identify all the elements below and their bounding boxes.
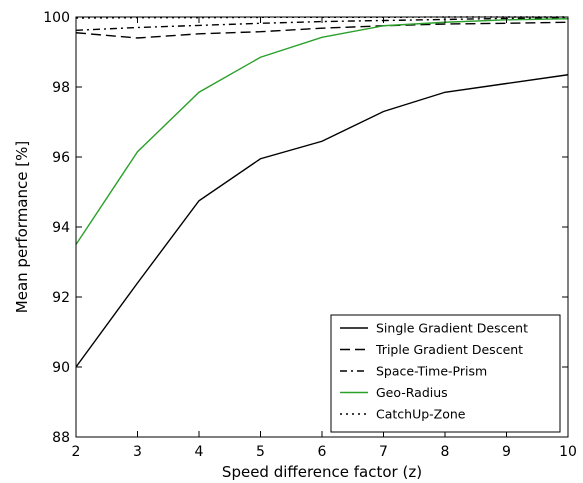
y-axis-label: Mean performance [%]	[13, 141, 31, 313]
legend-label-3: Space-Time-Prism	[376, 364, 487, 379]
x-axis-label: Speed difference factor (z)	[222, 463, 422, 481]
x-tick-label: 3	[133, 444, 142, 460]
legend-label-5: CatchUp-Zone	[376, 407, 466, 422]
x-tick-label: 8	[441, 444, 450, 460]
y-tick-label: 92	[52, 290, 70, 306]
x-tick-label: 10	[559, 444, 577, 460]
series-line-1	[75, 74, 569, 368]
x-tick-label: 6	[318, 444, 327, 460]
series-line-2	[75, 21, 569, 39]
y-tick-label: 88	[52, 430, 70, 446]
x-tick-label: 4	[195, 444, 204, 460]
y-tick-label: 98	[52, 80, 70, 96]
y-tick-label: 94	[52, 220, 70, 236]
legend-label-2: Triple Gradient Descent	[375, 342, 523, 357]
legend-box	[330, 314, 561, 433]
legend-label-1: Single Gradient Descent	[376, 321, 528, 336]
legend-label-4: Geo-Radius	[376, 385, 448, 400]
series-line-3	[75, 17, 569, 31]
y-tick-label: 90	[52, 360, 70, 376]
y-tick-label: 96	[52, 150, 70, 166]
x-tick-label: 7	[379, 444, 388, 460]
x-tick-label: 5	[256, 444, 265, 460]
legend: Single Gradient Descent Triple Gradient D…	[330, 314, 561, 433]
ticks-layer: 2 3 4 5 6 7 8 9 10 88 90 92 94 96 98 100	[43, 10, 577, 460]
y-tick-label: 100	[43, 10, 70, 26]
series-line-4	[75, 18, 569, 245]
x-tick-label: 9	[502, 444, 511, 460]
x-tick-label: 2	[72, 444, 81, 460]
